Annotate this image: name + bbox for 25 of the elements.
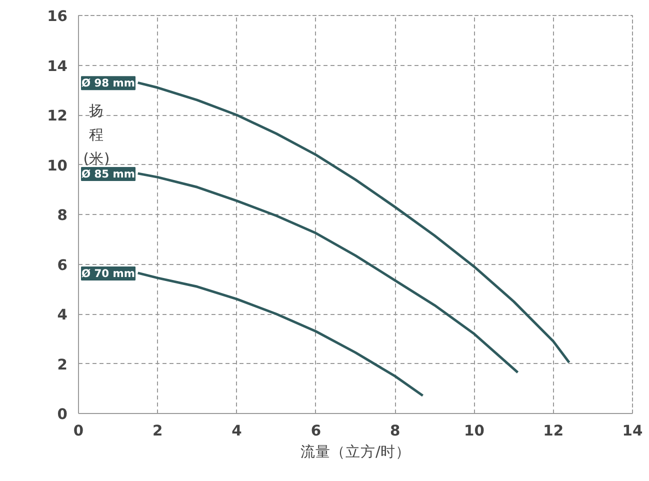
series-label: Ø 98 mm [82,76,136,90]
y-tick-label: 2 [57,356,68,374]
x-tick-label: 10 [464,422,484,440]
y-tick-label: 8 [57,207,68,224]
line-series [136,272,424,397]
y-tick-label: 6 [57,256,68,274]
x-axis-title: 流量（立方/时） [300,444,410,460]
x-tick-label: 8 [390,422,400,440]
y-tick-label: 4 [57,306,68,324]
line-series [136,172,519,374]
x-tick-label: 14 [622,422,643,440]
x-tick-label: 0 [73,422,84,440]
series-label: Ø 85 mm [82,167,136,180]
line-series [136,81,570,364]
y-tick-label: 12 [47,108,68,124]
y-tick-label: 14 [47,58,68,75]
x-tick-label: 12 [543,422,564,440]
x-tick-label: 6 [310,422,322,440]
y-axis-title: 扬程(米) [83,102,110,168]
y-tick-label: 16 [47,8,68,25]
series-label: Ø 70 mm [82,266,136,280]
x-tick-label: 4 [232,422,242,440]
x-tick-label: 2 [152,422,163,440]
y-tick-label: 10 [47,157,68,174]
y-tick-label: 0 [57,406,68,423]
